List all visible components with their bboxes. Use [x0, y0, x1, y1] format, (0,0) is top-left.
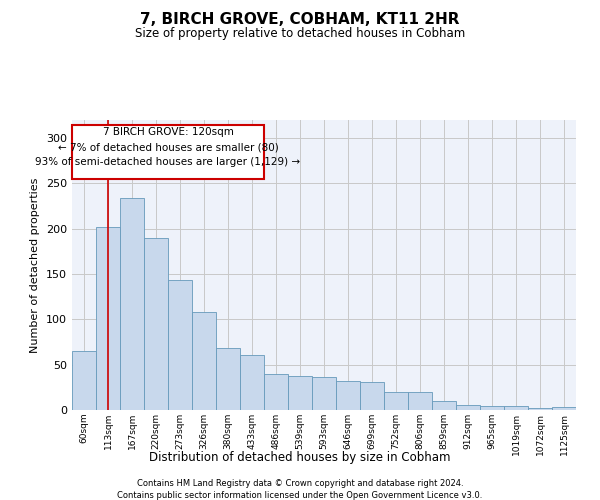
Bar: [288, 376, 312, 410]
Bar: [144, 238, 168, 410]
Text: 93% of semi-detached houses are larger (1,129) →: 93% of semi-detached houses are larger (…: [35, 157, 301, 167]
Bar: [120, 198, 144, 410]
Text: 7, BIRCH GROVE, COBHAM, KT11 2HR: 7, BIRCH GROVE, COBHAM, KT11 2HR: [140, 12, 460, 28]
Bar: [312, 378, 336, 410]
Y-axis label: Number of detached properties: Number of detached properties: [31, 178, 40, 352]
Bar: [384, 392, 408, 410]
Text: Distribution of detached houses by size in Cobham: Distribution of detached houses by size …: [149, 451, 451, 464]
Bar: [552, 408, 576, 410]
Text: Contains HM Land Registry data © Crown copyright and database right 2024.: Contains HM Land Registry data © Crown c…: [137, 480, 463, 488]
Bar: [72, 351, 96, 410]
Bar: [456, 406, 480, 410]
Bar: [336, 381, 360, 410]
Bar: [240, 354, 264, 410]
Bar: [504, 406, 528, 410]
Text: Contains public sector information licensed under the Open Government Licence v3: Contains public sector information licen…: [118, 490, 482, 500]
Bar: [528, 408, 552, 410]
Bar: [432, 401, 456, 410]
Text: Size of property relative to detached houses in Cobham: Size of property relative to detached ho…: [135, 28, 465, 40]
Bar: [480, 406, 504, 410]
Text: ← 7% of detached houses are smaller (80): ← 7% of detached houses are smaller (80): [58, 142, 278, 152]
Bar: [192, 312, 216, 410]
Bar: [408, 392, 432, 410]
Bar: [264, 374, 288, 410]
Text: 7 BIRCH GROVE: 120sqm: 7 BIRCH GROVE: 120sqm: [103, 127, 233, 137]
Bar: [168, 280, 192, 410]
Bar: [96, 227, 120, 410]
Bar: [216, 348, 240, 410]
Bar: [360, 382, 384, 410]
